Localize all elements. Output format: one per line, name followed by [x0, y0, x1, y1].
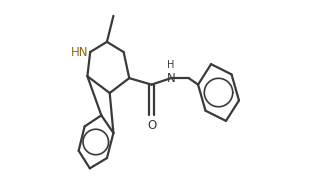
Text: H: H [167, 60, 175, 70]
Text: O: O [147, 119, 156, 132]
Text: N: N [167, 72, 176, 85]
Text: HN: HN [71, 46, 88, 59]
